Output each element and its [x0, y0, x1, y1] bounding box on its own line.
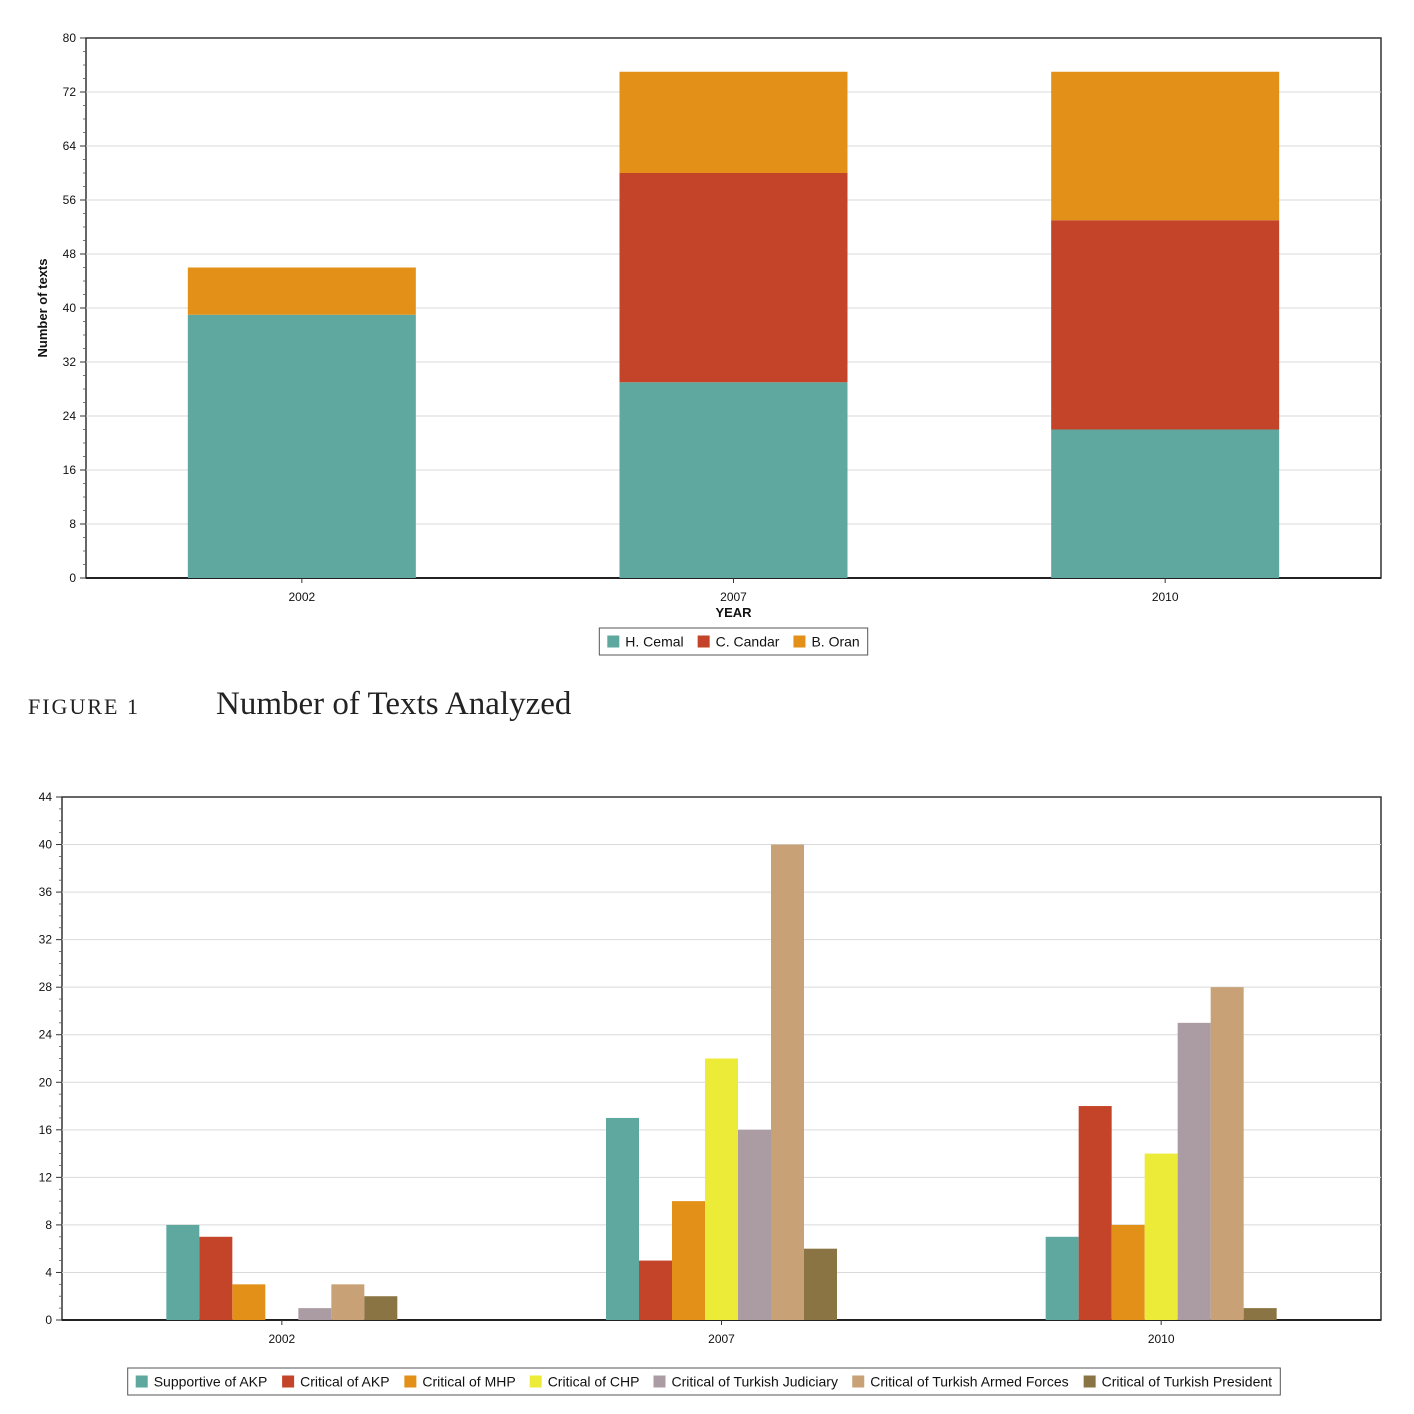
bar-c-candar-2007 [619, 173, 848, 383]
bar-critical-of-chp-2007 [705, 1058, 738, 1320]
legend-swatch-supportive-of-akp [135, 1375, 148, 1388]
bar-h-cemal-2007 [619, 382, 848, 578]
y-tick-label: 48 [63, 247, 77, 261]
x-tick-label: 2002 [288, 590, 315, 604]
y-tick-label: 16 [39, 1123, 53, 1137]
y-tick-label: 44 [39, 790, 53, 804]
legend-swatch-critical-of-turkish-judiciary [653, 1375, 666, 1388]
bar-critical-of-turkish-judiciary-2010 [1177, 1022, 1211, 1320]
bar-critical-of-turkish-armed-forces-2010 [1210, 987, 1244, 1320]
figure-label: FIGURE 1 [28, 694, 140, 719]
bar-critical-of-mhp-2002 [232, 1284, 266, 1320]
legend [598, 627, 869, 656]
y-tick-label: 64 [63, 139, 77, 153]
y-tick-label: 40 [39, 838, 53, 852]
figure-title: Number of Texts Analyzed [216, 686, 572, 722]
legend-swatch-critical-of-akp [282, 1375, 295, 1388]
y-tick-label: 56 [63, 193, 77, 207]
legend-swatch-b-oran [793, 635, 806, 648]
y-tick-label: 8 [45, 1218, 52, 1232]
bar-critical-of-turkish-judiciary-2007 [738, 1129, 771, 1320]
legend-swatch-critical-of-chp [529, 1375, 542, 1388]
bar-critical-of-turkish-president-2007 [804, 1248, 837, 1320]
legend-swatch-critical-of-turkish-armed-forces [852, 1375, 865, 1388]
bar-supportive-of-akp-2010 [1045, 1236, 1079, 1320]
bar-critical-of-akp-2007 [639, 1260, 672, 1320]
legend-swatch-c-candar [697, 635, 710, 648]
x-tick-label: 2010 [1148, 1332, 1175, 1346]
y-tick-label: 24 [39, 1028, 53, 1042]
legend-label-h-cemal: H. Cemal [625, 634, 683, 650]
bar-b-oran-2007 [619, 71, 848, 173]
y-tick-label: 0 [45, 1313, 52, 1327]
bar-critical-of-turkish-armed-forces-2007 [771, 844, 804, 1320]
y-tick-label: 24 [63, 409, 77, 423]
y-tick-label: 0 [69, 571, 76, 585]
bar-supportive-of-akp-2007 [606, 1117, 639, 1320]
y-tick-label: 40 [63, 301, 77, 315]
x-tick-label: 2010 [1152, 590, 1179, 604]
bar-critical-of-akp-2010 [1078, 1106, 1112, 1320]
x-tick-label: 2007 [720, 590, 747, 604]
x-axis-title: YEAR [715, 605, 752, 620]
y-tick-label: 20 [39, 1075, 53, 1089]
legend-label-critical-of-turkish-president: Critical of Turkish President [1102, 1374, 1273, 1390]
y-tick-label: 72 [63, 85, 77, 99]
y-tick-label: 28 [39, 980, 53, 994]
legend [127, 1367, 1281, 1396]
legend-swatch-h-cemal [607, 635, 620, 648]
y-tick-label: 16 [63, 463, 77, 477]
bar-critical-of-turkish-armed-forces-2002 [331, 1284, 365, 1320]
bar-critical-of-turkish-president-2002 [364, 1296, 398, 1320]
bar-c-candar-2010 [1051, 220, 1280, 430]
y-tick-label: 12 [39, 1170, 53, 1184]
chart-number-of-texts: 0 8 16 24 32 40 48 56 64 72 80 2002 2007 2010 YEAR Numb… [35, 31, 1382, 656]
y-tick-label: 4 [45, 1265, 52, 1279]
y-tick-label: 32 [63, 355, 77, 369]
legend-label-critical-of-chp: Critical of CHP [548, 1374, 640, 1390]
legend-label-critical-of-turkish-armed-forces: Critical of Turkish Armed Forces [870, 1374, 1068, 1390]
legend-swatch-critical-of-turkish-president [1083, 1375, 1096, 1388]
bar-critical-of-akp-2002 [199, 1236, 233, 1320]
bar-h-cemal-2010 [1051, 429, 1280, 578]
legend-label-critical-of-mhp: Critical of MHP [422, 1374, 515, 1390]
bar-critical-of-turkish-judiciary-2002 [298, 1308, 332, 1320]
bar-critical-of-chp-2010 [1144, 1153, 1178, 1320]
y-tick-label: 80 [63, 31, 77, 45]
legend-label-b-oran: B. Oran [811, 634, 859, 650]
bar-b-oran-2010 [1051, 71, 1280, 221]
y-axis-title: Number of texts [35, 259, 50, 358]
bar-supportive-of-akp-2002 [166, 1224, 200, 1320]
x-tick-label: 2002 [268, 1332, 295, 1346]
plot-area [61, 796, 1382, 1321]
y-tick-label: 36 [39, 885, 53, 899]
bar-critical-of-mhp-2007 [672, 1201, 705, 1320]
legend-label-c-candar: C. Candar [716, 634, 780, 650]
legend-label-supportive-of-akp: Supportive of AKP [154, 1374, 268, 1390]
figure-caption: FIGURE 1 Number of Texts Analyzed [28, 686, 571, 726]
legend-swatch-critical-of-mhp [404, 1375, 417, 1388]
legend-label-critical-of-turkish-judiciary: Critical of Turkish Judiciary [671, 1374, 838, 1390]
legend-label-critical-of-akp: Critical of AKP [300, 1374, 389, 1390]
bar-critical-of-turkish-president-2010 [1243, 1308, 1277, 1320]
y-tick-label: 8 [69, 517, 76, 531]
bar-b-oran-2002 [187, 267, 416, 315]
x-tick-label: 2007 [708, 1332, 735, 1346]
y-tick-label: 32 [39, 933, 53, 947]
bar-critical-of-mhp-2010 [1111, 1224, 1145, 1320]
bar-h-cemal-2002 [187, 314, 416, 578]
